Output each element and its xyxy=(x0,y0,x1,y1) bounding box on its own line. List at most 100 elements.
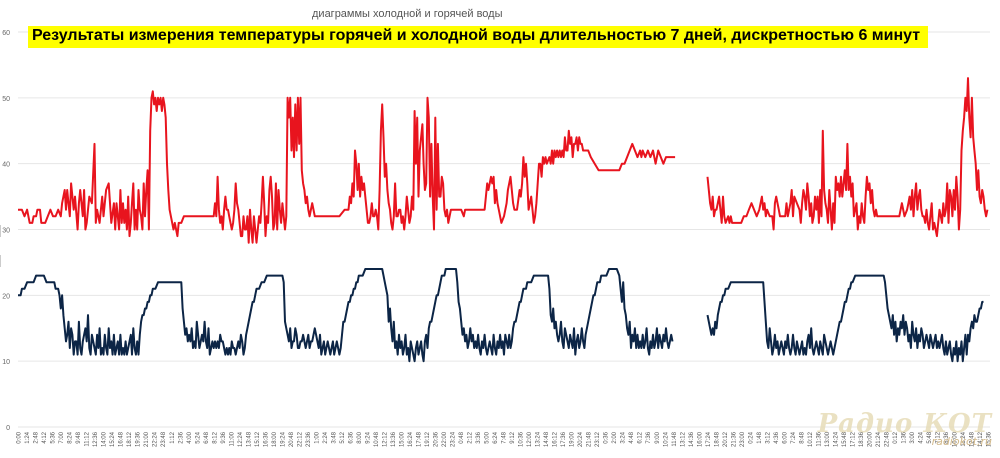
x-tick-label: 11:12 xyxy=(85,431,91,446)
x-tick-label: 12:12 xyxy=(382,431,388,447)
x-tick-label: 22:12 xyxy=(297,431,303,447)
y-tick-label: 30 xyxy=(2,228,10,235)
x-tick-label: 4:12 xyxy=(42,431,48,443)
x-tick-label: 4:00 xyxy=(187,431,193,443)
x-tick-label: 6:00 xyxy=(782,431,788,443)
x-tick-label: 8:24 xyxy=(68,431,74,443)
x-tick-label: 6:48 xyxy=(204,431,210,443)
x-tick-label: 2:48 xyxy=(34,431,40,443)
cold-water-series-line xyxy=(706,274,984,363)
x-tick-label: 5:36 xyxy=(51,431,57,443)
watermark-logo: Радио КОТ xyxy=(817,409,992,439)
x-tick-label: 4:36 xyxy=(774,431,780,443)
watermark: Радио КОТ radiokot.ru xyxy=(818,409,992,448)
x-tick-label: 3:12 xyxy=(765,431,771,443)
x-tick-label: 13:48 xyxy=(246,431,252,447)
x-tick-label: 6:36 xyxy=(348,431,354,443)
x-tick-label: 2:12 xyxy=(468,431,474,443)
x-tick-label: 15:24 xyxy=(110,431,116,447)
x-tick-label: 20:00 xyxy=(867,431,873,447)
x-tick-label: 2:24 xyxy=(323,431,329,443)
x-tick-label: 5:12 xyxy=(340,431,346,443)
x-tick-label: 8:36 xyxy=(944,431,950,443)
x-tick-label: 3:36 xyxy=(476,431,482,443)
x-tick-label: 11:48 xyxy=(672,431,678,446)
x-tick-label: 9:00 xyxy=(655,431,661,443)
y-tick-label: 10 xyxy=(2,359,10,366)
x-tick-label: 9:12 xyxy=(510,431,516,443)
x-tick-label: 1:48 xyxy=(757,431,763,443)
x-tick-label: 18:00 xyxy=(272,431,278,447)
x-tick-label: 1:36 xyxy=(901,431,907,443)
x-tick-label: 14:36 xyxy=(689,431,695,447)
x-tick-label: 0:12 xyxy=(893,431,899,443)
y-tick-label: 50 xyxy=(2,96,10,103)
x-tick-label: 3:24 xyxy=(621,431,627,443)
x-tick-label: 15:12 xyxy=(255,431,261,447)
x-tick-label: 23:48 xyxy=(161,431,167,447)
x-tick-label: 14:00 xyxy=(102,431,108,447)
x-tick-label: 5:48 xyxy=(927,431,933,443)
left-edge-mark xyxy=(0,225,6,237)
watermark-url: radiokot.ru xyxy=(931,435,992,448)
x-tick-label: 23:24 xyxy=(450,431,456,447)
x-tick-label: 9:24 xyxy=(365,431,371,443)
chart-title: диаграммы холодной и горячей воды xyxy=(312,8,503,20)
x-tick-label: 0:36 xyxy=(604,431,610,443)
x-tick-label: 21:00 xyxy=(144,431,150,447)
x-tick-label: 17:48 xyxy=(416,431,422,447)
x-tick-label: 10:24 xyxy=(663,431,669,447)
annotation-banner: Результаты измерения температуры горячей… xyxy=(28,26,929,48)
y-tick-label: 60 xyxy=(2,30,10,37)
cold-water-series-line xyxy=(18,268,674,363)
x-tick-label: 8:48 xyxy=(799,431,805,443)
x-tick-label: 12:24 xyxy=(238,431,244,447)
gridlines xyxy=(18,31,990,428)
x-tick-label: 16:36 xyxy=(263,431,269,447)
x-tick-label: 22:00 xyxy=(442,431,448,447)
x-tick-label: 19:12 xyxy=(425,431,431,447)
x-tick-label: 11:00 xyxy=(229,431,235,446)
x-tick-label: 13:00 xyxy=(825,431,831,447)
x-tick-label: 21:36 xyxy=(731,431,737,447)
hot-water-series-line xyxy=(706,77,989,238)
x-tick-label: 13:36 xyxy=(391,431,397,447)
x-tick-label: 22:48 xyxy=(884,431,890,447)
x-tick-label: 16:00 xyxy=(697,431,703,447)
x-axis-tick-labels: 0:00 1:24 2:48 4:12 5:36 7:00 8:24 9:48 11:12 12:… xyxy=(17,431,993,447)
x-tick-label: 13:24 xyxy=(536,431,542,447)
x-tick-label: 16:12 xyxy=(553,431,559,447)
x-tick-label: 10:36 xyxy=(519,431,525,447)
x-tick-label: 16:48 xyxy=(119,431,125,447)
x-tick-label: 21:24 xyxy=(876,431,882,447)
left-edge-mark xyxy=(0,255,6,267)
x-tick-label: 19:00 xyxy=(570,431,576,447)
x-tick-label: 0:24 xyxy=(748,431,754,443)
y-tick-label: 0 xyxy=(6,425,10,432)
x-tick-label: 12:48 xyxy=(970,431,976,447)
y-axis-tick-labels: 0 10 20 30 40 50 60 xyxy=(2,30,10,432)
x-tick-label: 14:24 xyxy=(833,431,839,447)
x-tick-label: 6:12 xyxy=(638,431,644,443)
x-tick-label: 19:24 xyxy=(280,431,286,447)
x-tick-label: 3:48 xyxy=(331,431,337,443)
x-tick-label: 10:12 xyxy=(808,431,814,447)
x-tick-label: 18:36 xyxy=(859,431,865,447)
x-tick-label: 1:00 xyxy=(314,431,320,443)
x-tick-label: 10:48 xyxy=(374,431,380,447)
x-tick-label: 4:48 xyxy=(629,431,635,443)
x-tick-label: 8:12 xyxy=(212,431,218,443)
x-tick-label: 7:36 xyxy=(646,431,652,443)
x-tick-label: 20:36 xyxy=(433,431,439,447)
x-tick-label: 11:36 xyxy=(816,431,822,446)
x-tick-label: 17:12 xyxy=(850,431,856,447)
x-tick-label: 6:24 xyxy=(493,431,499,443)
x-tick-label: 18:48 xyxy=(714,431,720,447)
x-tick-label: 18:12 xyxy=(127,431,133,447)
x-tick-label: 4:24 xyxy=(918,431,924,443)
x-tick-label: 13:12 xyxy=(680,431,686,447)
x-tick-label: 19:36 xyxy=(136,431,142,447)
x-tick-label: 15:48 xyxy=(842,431,848,447)
